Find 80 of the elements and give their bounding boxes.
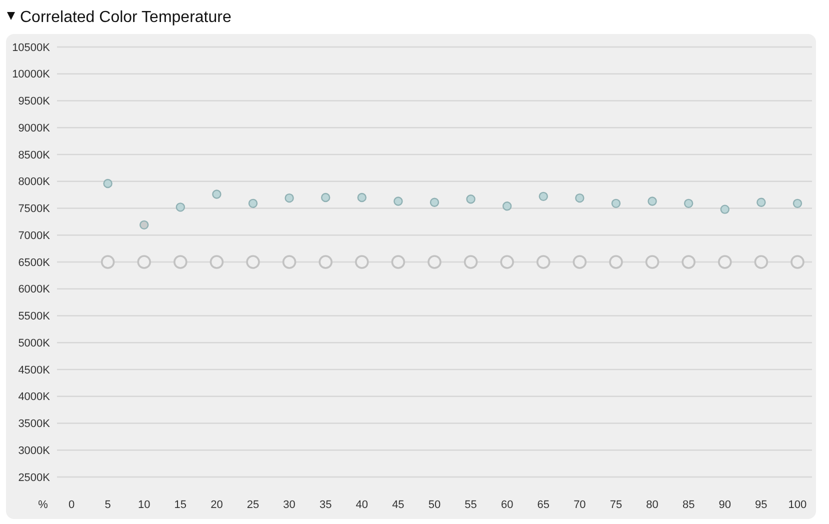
x-tick-label: 50: [428, 499, 441, 511]
x-tick-label: 35: [319, 499, 332, 511]
x-tick-label: 15: [174, 499, 187, 511]
y-tick-label: 4500K: [18, 364, 51, 376]
y-tick-label: 8000K: [18, 176, 51, 188]
point: [210, 255, 224, 269]
point: [355, 255, 369, 269]
y-tick-label: 9500K: [18, 96, 51, 108]
y-tick-label: 7000K: [18, 230, 51, 242]
point: [792, 198, 802, 208]
x-tick-label: 40: [356, 499, 368, 511]
point: [137, 255, 152, 269]
y-tick-label: 5500K: [18, 310, 51, 323]
point: [502, 202, 512, 211]
x-tick-label: 10: [138, 499, 150, 511]
point: [428, 255, 442, 269]
point: [684, 198, 694, 208]
point: [282, 255, 296, 269]
point: [140, 220, 149, 230]
chart-title: Correlated Color Temperature: [20, 9, 232, 26]
point: [720, 204, 730, 214]
point: [611, 198, 621, 208]
point: [246, 255, 260, 269]
x-tick-label: 80: [646, 499, 658, 511]
y-tick-label: 9000K: [18, 122, 51, 134]
y-tick-label: 8500K: [18, 149, 51, 162]
x-tick-label: 5: [104, 499, 111, 511]
point: [790, 255, 804, 269]
point: [430, 198, 440, 207]
x-tick-label: 60: [500, 499, 514, 511]
point: [575, 193, 584, 203]
point: [100, 255, 115, 269]
point: [321, 192, 330, 202]
y-tick-label: 3000K: [18, 444, 51, 457]
point: [648, 196, 657, 206]
point: [248, 198, 258, 208]
point: [466, 194, 476, 204]
point: [318, 255, 333, 269]
point: [572, 255, 587, 269]
y-tick-label: 3500K: [18, 418, 51, 430]
y-tick-label: 10500K: [12, 42, 51, 54]
point: [284, 193, 294, 203]
point: [357, 192, 367, 202]
point: [756, 198, 766, 207]
y-tick-label: 6500K: [18, 256, 51, 269]
x-tick-label: 95: [755, 499, 768, 511]
point: [718, 255, 732, 269]
y-tick-label: 6000K: [18, 284, 51, 296]
point: [538, 192, 548, 202]
point: [609, 255, 623, 269]
x-tick-label: 75: [610, 499, 622, 511]
x-tick-label: 55: [464, 499, 477, 511]
point: [645, 255, 660, 269]
point: [500, 255, 514, 269]
y-tick-label: 7500K: [18, 203, 51, 216]
x-tick-label: 20: [210, 499, 223, 511]
y-tick-label: 10000K: [12, 68, 51, 81]
point: [536, 255, 550, 269]
point: [174, 255, 188, 269]
x-tick-label: 65: [537, 499, 550, 511]
x-tick-label: 30: [283, 499, 296, 511]
point: [394, 196, 403, 206]
point: [391, 255, 406, 269]
x-tick-label: 25: [246, 499, 260, 511]
point: [176, 202, 186, 212]
y-tick-label: 2500K: [18, 472, 51, 484]
x-tick-label: 100: [788, 499, 807, 511]
point: [682, 255, 696, 269]
y-tick-label: 5000K: [18, 337, 51, 350]
y-tick-label: 4000K: [18, 391, 51, 404]
point: [464, 255, 478, 269]
x-tick-label: 45: [392, 499, 404, 511]
x-axis-title: %: [38, 499, 48, 511]
x-tick-label: 85: [682, 499, 695, 511]
point: [754, 255, 768, 269]
x-tick-label: 90: [718, 499, 732, 511]
point: [212, 190, 222, 199]
x-tick-label: 0: [68, 499, 75, 511]
point: [103, 178, 112, 188]
x-tick-label: 70: [574, 499, 586, 511]
